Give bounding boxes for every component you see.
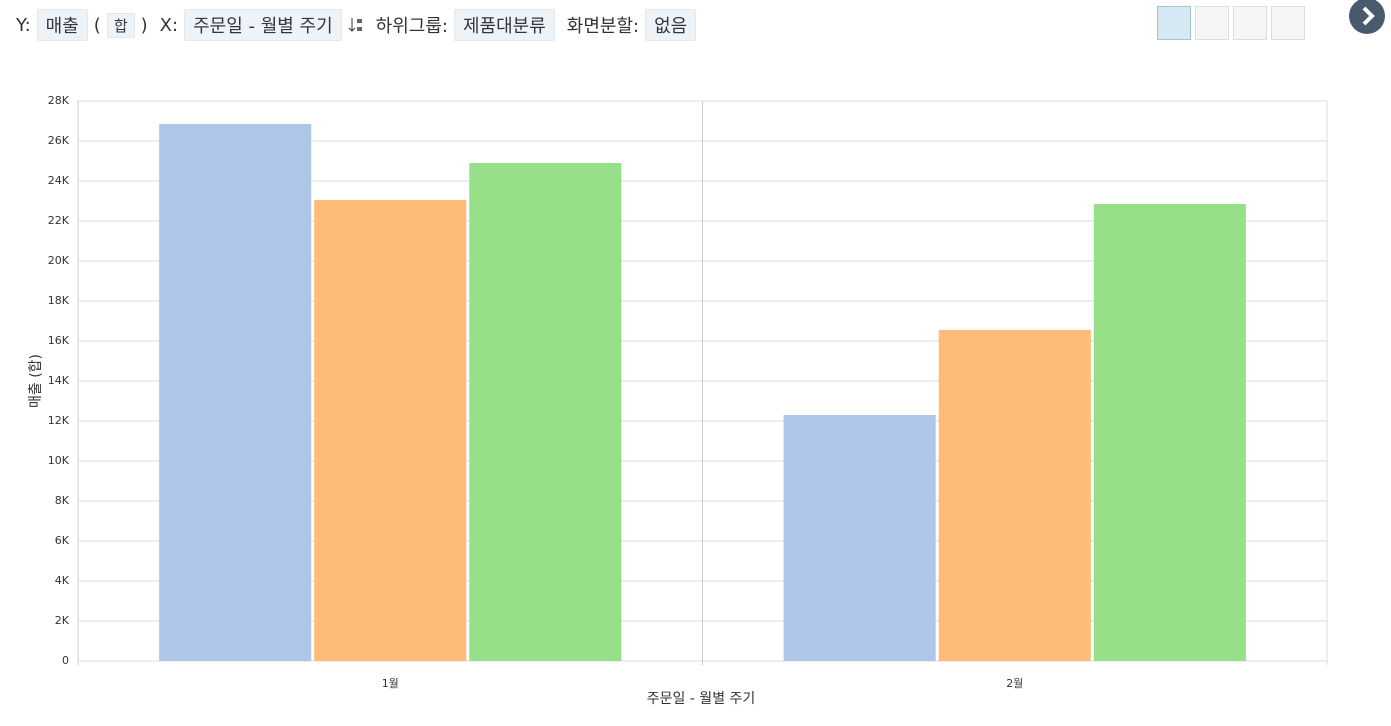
y-tick-label: 12K (48, 414, 70, 427)
y-tick-label: 0 (62, 654, 69, 667)
chart-type-icons (1157, 6, 1305, 40)
area-chart-button[interactable] (1233, 6, 1267, 40)
bar-chart-button[interactable] (1157, 6, 1191, 40)
paren: ) (140, 14, 148, 36)
bar (1093, 204, 1246, 661)
y-tick-label: 6K (55, 534, 70, 547)
x-label: X: (159, 14, 179, 36)
next-button[interactable] (1349, 0, 1385, 34)
y-field[interactable]: 매출 (36, 9, 88, 41)
split-label: 화면분할: (566, 16, 640, 37)
aggregate[interactable]: 합 (106, 12, 135, 38)
y-tick-label: 26K (48, 134, 70, 147)
x-field[interactable]: 주문일 - 월별 주기 (184, 9, 342, 41)
bar (469, 163, 622, 661)
y-tick-label: 2K (55, 614, 70, 627)
y-label: Y: (16, 14, 31, 36)
y-axis-title: 매출 (합) (28, 354, 44, 408)
x-tick-label: 2월 (1006, 677, 1023, 690)
y-tick-label: 14K (48, 374, 70, 387)
y-tick-label: 20K (48, 254, 70, 267)
y-tick-label: 22K (48, 214, 70, 227)
subgroup-field[interactable]: 제품대분류 (453, 9, 555, 41)
bar (159, 124, 312, 661)
y-tick-label: 10K (48, 454, 70, 467)
x-axis-title: 주문일 - 월별 주기 (647, 691, 756, 707)
paren: ( (93, 14, 101, 36)
y-tick-label: 8K (55, 494, 70, 507)
x-tick-label: 1월 (382, 677, 399, 690)
bar (314, 200, 467, 661)
column-chart-button[interactable] (1195, 6, 1229, 40)
y-tick-label: 24K (48, 174, 70, 187)
split-field[interactable]: 없음 (645, 9, 697, 41)
y-tick-label: 16K (48, 334, 70, 347)
bar (783, 415, 936, 661)
subgroup-label: 하위그룹: (375, 16, 448, 37)
y-tick-label: 4K (55, 574, 70, 587)
line-chart-button[interactable] (1271, 6, 1305, 40)
y-tick-label: 28K (48, 94, 70, 107)
toolbar: Y: 매출 ( 합 ) X: 주문일 - 월별 주기 하위그룹: 제품대분류 화… (16, 8, 697, 42)
y-tick-label: 18K (48, 294, 70, 307)
bar (938, 330, 1091, 661)
sort-icon[interactable] (348, 15, 364, 35)
